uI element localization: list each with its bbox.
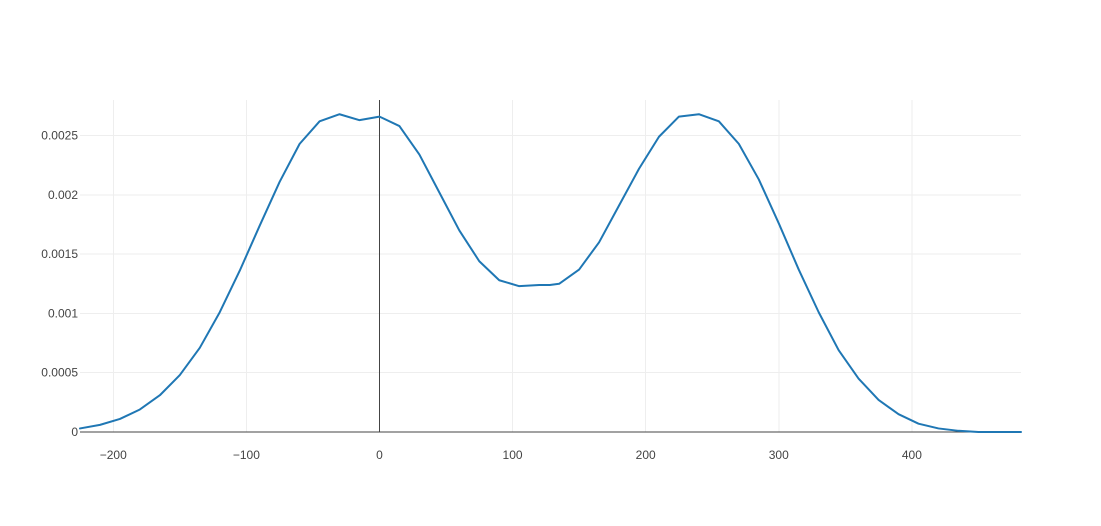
series-layer <box>79 113 1022 433</box>
x-tick-label: −200 <box>100 448 127 462</box>
x-tick-label: −100 <box>233 448 260 462</box>
y-tick-label: 0.0015 <box>41 247 78 261</box>
series-line-density <box>79 113 1022 433</box>
x-tick-label: 300 <box>769 448 789 462</box>
x-tick-label: 100 <box>503 448 523 462</box>
y-tick-label: 0 <box>71 425 78 439</box>
grid-layer <box>80 100 1021 432</box>
y-tick-label: 0.0025 <box>41 129 78 143</box>
x-tick-label: 200 <box>636 448 656 462</box>
axis-layer <box>80 100 1021 433</box>
tick-label-layer: −200 −100 0 100 200 300 400 0 0.0005 0.001 0.0015 0… <box>41 129 922 462</box>
y-tick-label: 0.002 <box>48 188 78 202</box>
x-tick-label: 0 <box>376 448 383 462</box>
y-tick-label: 0.001 <box>48 306 78 320</box>
x-tick-label: 400 <box>902 448 922 462</box>
y-tick-label: 0.0005 <box>41 366 78 380</box>
